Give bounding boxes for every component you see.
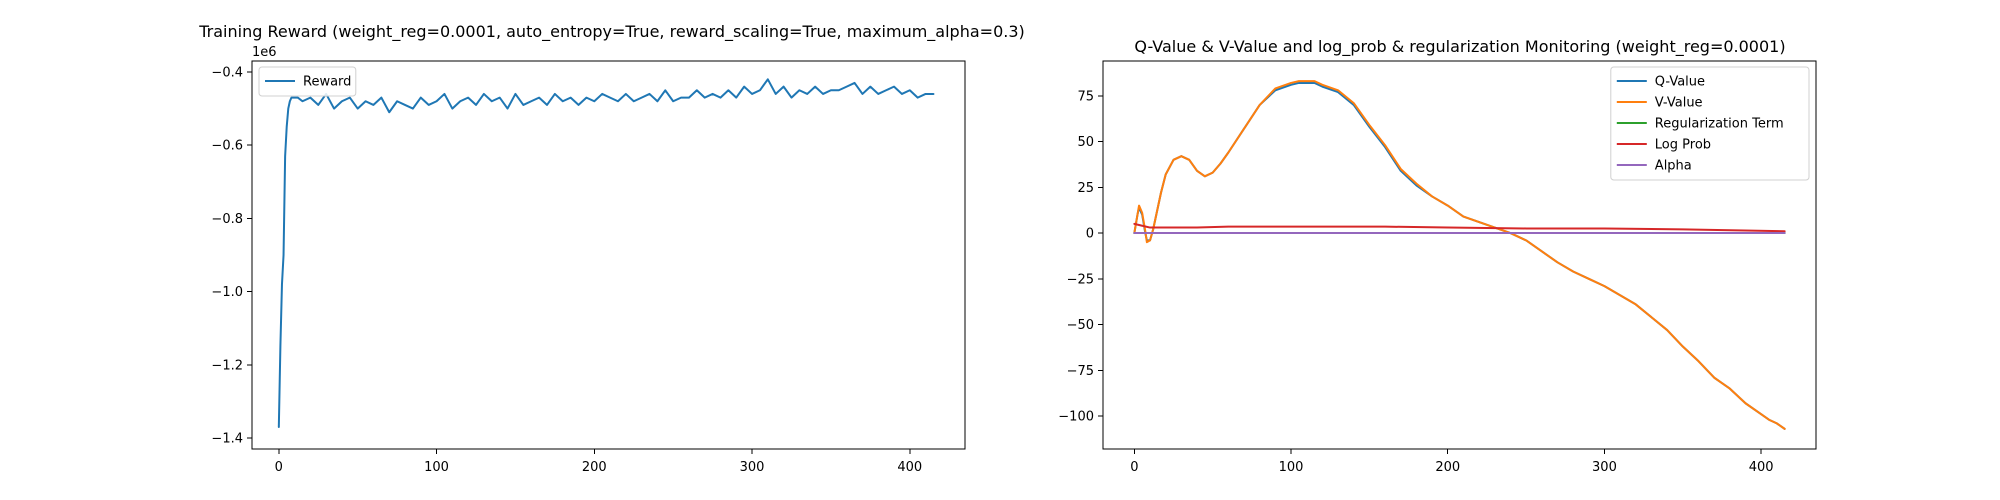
log-prob-line [1133,222,1786,233]
legend: Q-Value V-Value Regularization Term Log Pro… [1610,66,1810,181]
legend-label-alpha: Alpha [1655,159,1692,174]
axis-ticks: 0 100 200 300 400 75 50 25 0 −25 −50 −75 −100 [1058,89,1773,475]
x-tick-label: 200 [1435,460,1460,475]
y-tick-label: −25 [1067,272,1094,287]
y-tick-label: −1.2 [211,358,243,373]
chart-title: Training Reward (weight_reg=0.0001, auto… [198,22,1025,42]
y-tick-label: −1.4 [211,432,243,447]
series-lines [277,78,935,429]
y-tick-label: −0.8 [211,212,243,227]
axis-ticks: 0 100 200 300 400 −0.4 −0.6 −0.8 −1.0 −1.2 −1.4 [211,65,922,475]
legend-label-v-value: V-Value [1655,96,1703,111]
legend: Reward [258,66,357,97]
legend-frame [258,66,357,97]
training-reward-chart: Training Reward (weight_reg=0.0001, auto… [198,22,1025,475]
y-tick-label: −50 [1067,318,1094,333]
x-tick-label: 200 [582,460,607,475]
y-tick-label: 25 [1077,181,1094,196]
y-scale-label: 1e6 [252,45,277,60]
series-lines [1133,80,1786,430]
chart-title: Q-Value & V-Value and log_prob & regular… [1134,37,1785,57]
y-tick-label: −0.6 [211,139,243,154]
y-tick-label: −100 [1058,410,1094,425]
legend-label-reward: Reward [303,75,351,90]
legend-label-log-prob: Log Prob [1655,138,1711,153]
reward-line [277,78,935,429]
x-tick-label: 400 [897,460,922,475]
legend-frame [1610,66,1810,181]
plot-frame [251,60,966,450]
y-tick-label: 0 [1086,227,1094,242]
x-tick-label: 100 [1279,460,1304,475]
x-tick-label: 400 [1749,460,1774,475]
y-tick-label: 50 [1077,135,1094,150]
x-tick-label: 100 [424,460,449,475]
x-tick-label: 0 [275,460,283,475]
y-tick-label: −75 [1067,364,1094,379]
q-v-value-monitoring-chart: Q-Value & V-Value and log_prob & regular… [1058,37,1817,475]
plot-frame [1102,60,1817,450]
legend-label-regularization-term: Regularization Term [1655,117,1784,132]
x-tick-label: 300 [1592,460,1617,475]
y-tick-label: 75 [1077,89,1094,104]
legend-label-q-value: Q-Value [1655,75,1705,90]
y-tick-label: −0.4 [211,65,243,80]
v-value-line [1133,80,1786,430]
x-tick-label: 0 [1130,460,1138,475]
x-tick-label: 300 [740,460,765,475]
y-tick-label: −1.0 [211,285,243,300]
